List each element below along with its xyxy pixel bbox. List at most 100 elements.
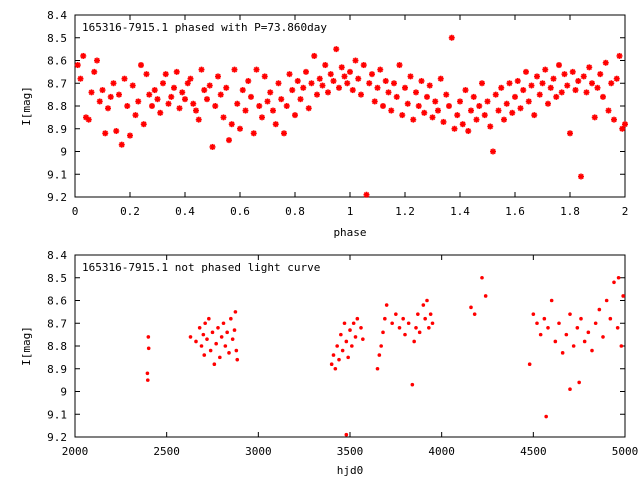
unphased-data-point (230, 337, 235, 341)
unphased-data-point (344, 432, 349, 437)
unphased-data-point (612, 280, 616, 285)
phased-data-point (187, 75, 194, 82)
phased-data-point (564, 82, 571, 89)
phased-data-point (465, 128, 472, 135)
unphased-data-point (207, 316, 211, 321)
unphased-data-point (616, 275, 621, 280)
phased-data-point (358, 91, 364, 98)
unphased-data-point (329, 362, 334, 367)
unphased-data-point (203, 321, 207, 326)
phased-data-point (94, 57, 100, 64)
unphased-data-point (553, 339, 558, 344)
phased-data-point (204, 96, 210, 103)
unphased-data-point (604, 298, 609, 303)
phased-data-point (589, 80, 595, 87)
unphased-data-point (145, 378, 150, 382)
phased-data-point (429, 114, 436, 121)
phased-data-point (198, 66, 205, 73)
phased-data-point (349, 87, 356, 94)
unphased-y-axis-label: I[mag] (20, 326, 33, 366)
unphased-data-point (384, 303, 389, 307)
unphased-data-point (579, 316, 583, 321)
phased-data-point (245, 77, 252, 84)
phased-data-point (237, 125, 243, 132)
phased-x-tick-label: 0 (72, 205, 79, 218)
unphased-data-point (608, 316, 613, 321)
unphased-data-point (188, 335, 193, 339)
unphased-data-point (597, 307, 602, 312)
phased-data-point (165, 100, 172, 107)
unphased-y-tick-label: 9.2 (47, 431, 67, 444)
phased-data-point (297, 96, 304, 103)
phased-data-point (206, 82, 213, 89)
phased-x-tick-label: 1.2 (395, 205, 415, 218)
phased-data-point (611, 116, 617, 123)
unphased-data-point (199, 344, 204, 348)
phased-data-point (88, 89, 95, 96)
phased-data-point (193, 107, 199, 114)
unphased-y-tick-label: 8.5 (47, 272, 67, 285)
unphased-x-axis-label: hjd0 (337, 464, 364, 477)
unphased-y-tick-label: 9.1 (47, 408, 67, 421)
phased-data-point (127, 132, 133, 139)
phased-data-point (498, 84, 505, 91)
unphased-data-point (557, 321, 561, 326)
phased-data-point (448, 34, 455, 41)
unphased-data-point (469, 305, 473, 310)
unphased-x-tick-label: 2000 (62, 445, 89, 458)
unphased-data-point (544, 414, 548, 419)
phased-data-point (608, 80, 615, 87)
unphased-data-point (542, 316, 547, 321)
phased-data-point (479, 80, 485, 87)
phased-y-axis-label: I[mag] (20, 86, 33, 126)
unphased-data-point (568, 387, 572, 392)
phased-data-point (308, 80, 315, 87)
phased-x-ticks: 0 0.2 0.4 0.6 0.8 1 1.2 1.4 1.6 1.8 2 (72, 15, 628, 218)
phased-data-point (149, 103, 155, 109)
phased-data-point (272, 121, 279, 128)
phased-data-point (487, 123, 494, 130)
phased-data-point (209, 143, 216, 150)
phased-data-point (558, 89, 565, 96)
phased-data-points (74, 34, 628, 198)
phased-data-point (344, 80, 351, 87)
unphased-data-point (427, 326, 431, 330)
unphased-y-tick-label: 8.6 (47, 295, 67, 308)
unphased-data-point (235, 357, 240, 362)
unphased-data-point (383, 316, 387, 321)
phased-data-point (250, 130, 257, 137)
unphased-data-point (571, 344, 576, 348)
phased-data-point (85, 116, 92, 123)
unphased-light-curve-panel: 165316-7915.1 not phased light curve hjd… (20, 249, 638, 477)
phased-data-point (223, 84, 230, 91)
phased-data-point (278, 96, 285, 103)
phased-data-point (391, 80, 397, 87)
phased-data-point (322, 62, 329, 69)
phased-data-point (259, 114, 265, 121)
unphased-data-point (397, 326, 402, 330)
phased-data-point (440, 118, 447, 125)
unphased-data-point (219, 335, 224, 339)
phased-data-point (363, 191, 370, 198)
phased-data-point (451, 125, 458, 132)
phased-y-tick-label: 8.5 (47, 32, 67, 45)
unphased-data-point (414, 326, 418, 330)
phased-y-tick-label: 9.2 (47, 191, 67, 204)
phased-data-point (264, 98, 271, 105)
unphased-x-tick-label: 5000 (612, 445, 639, 458)
unphased-data-point (339, 332, 343, 337)
phased-data-point (140, 121, 147, 128)
unphased-data-point (355, 316, 360, 321)
phased-data-point (399, 112, 406, 119)
phased-x-tick-label: 0.6 (230, 205, 250, 218)
unphased-y-tick-label: 8.9 (47, 363, 67, 376)
unphased-data-point (234, 348, 239, 353)
phased-data-point (605, 107, 612, 114)
phased-data-point (583, 89, 590, 96)
phased-data-point (91, 68, 98, 75)
phased-data-point (286, 71, 293, 78)
unphased-data-point (531, 312, 536, 316)
phased-data-point (520, 87, 527, 94)
phased-data-point (294, 77, 301, 84)
unphased-x-tick-label: 3000 (245, 445, 272, 458)
